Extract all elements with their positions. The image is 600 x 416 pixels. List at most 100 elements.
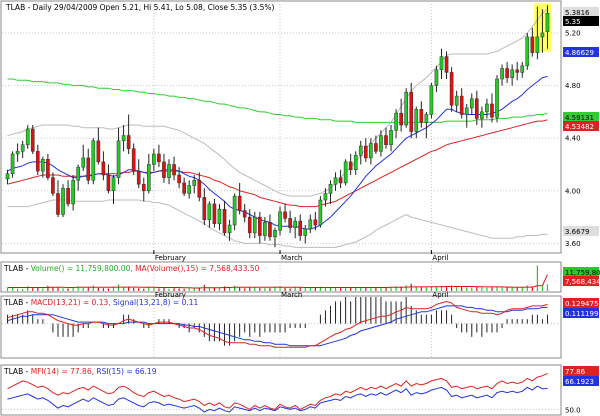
candle-body bbox=[46, 158, 50, 178]
volume-bar bbox=[107, 288, 110, 291]
volume-bar bbox=[430, 286, 433, 291]
candle-body bbox=[480, 111, 484, 119]
volume-bar bbox=[496, 286, 498, 291]
candle-body bbox=[162, 161, 166, 178]
candles bbox=[5, 5, 550, 248]
candle-body bbox=[197, 180, 202, 198]
price-value-tag-bg bbox=[563, 112, 599, 122]
candle-body bbox=[424, 114, 429, 123]
mfi-value-tag-bg bbox=[563, 366, 599, 376]
candle-body bbox=[61, 187, 65, 215]
candle-body bbox=[323, 193, 328, 201]
volume-bar bbox=[339, 288, 342, 291]
candle-body bbox=[227, 224, 232, 234]
volume-bar bbox=[228, 287, 231, 291]
volume-bar bbox=[97, 287, 99, 291]
volume-value-tag-bg bbox=[563, 267, 599, 277]
candle-body bbox=[333, 177, 338, 185]
volume-bar bbox=[405, 285, 407, 291]
candle-body bbox=[464, 107, 469, 115]
volume-legend-ma: MA(Volume(),15) = 7,568,433.50 bbox=[135, 264, 260, 273]
volume-bar bbox=[501, 287, 503, 291]
price-value-tag: 4.53482 bbox=[565, 123, 594, 131]
candle-body bbox=[273, 230, 277, 238]
candle-body bbox=[399, 112, 403, 126]
candle-body bbox=[515, 69, 520, 73]
candle-body bbox=[177, 174, 181, 184]
candle-body bbox=[101, 161, 106, 176]
candle-body bbox=[293, 220, 297, 228]
volume-bar bbox=[506, 287, 508, 291]
candle-body bbox=[147, 164, 151, 192]
candle-body bbox=[343, 161, 348, 184]
candle-body bbox=[353, 155, 358, 171]
signal-value-tag: 0.111199 bbox=[565, 310, 598, 318]
price-value-tag: 4.59131 bbox=[565, 114, 594, 122]
volume-bar bbox=[128, 286, 130, 291]
volume-legend: TLAB - Volume() = 11,759,800.00, MA(Volu… bbox=[3, 264, 260, 273]
candle-body bbox=[76, 166, 80, 181]
candle-body bbox=[510, 69, 514, 78]
candle-body bbox=[535, 36, 540, 53]
rsi-line bbox=[7, 385, 548, 413]
volume-bar bbox=[168, 288, 170, 291]
candle-body bbox=[490, 103, 494, 118]
volume-bar bbox=[57, 287, 59, 291]
candle-body bbox=[459, 95, 464, 115]
volume-bar bbox=[319, 286, 321, 291]
candle-body bbox=[217, 208, 222, 224]
volume-bar bbox=[511, 287, 513, 291]
candle-body bbox=[232, 195, 237, 226]
candle-body bbox=[419, 108, 424, 123]
rsi-value-tag: 66.1923 bbox=[565, 378, 594, 386]
volume-bar bbox=[435, 286, 438, 291]
axis-labels: 3.60 4.00 4.40 4.80 5.20 February February Marc… bbox=[153, 29, 581, 414]
volume-bar bbox=[345, 286, 347, 291]
rsi-value-tag-bg bbox=[563, 376, 599, 386]
candle-body bbox=[318, 199, 323, 226]
volume-bar bbox=[395, 286, 397, 291]
volume-bar bbox=[72, 287, 74, 291]
volume-bar bbox=[67, 288, 69, 291]
volume-bar bbox=[299, 287, 301, 291]
candle-body bbox=[485, 103, 489, 113]
price-tick-label: 5.20 bbox=[565, 29, 581, 37]
macd-legend-macd: MACD(13,21) = 0.13, bbox=[31, 298, 113, 307]
month-label: April bbox=[432, 254, 448, 262]
moving-averages bbox=[7, 75, 548, 230]
volume-bar bbox=[158, 288, 160, 291]
candle-body bbox=[121, 135, 126, 142]
candle-body bbox=[389, 130, 393, 146]
volume-ma-tag-bg bbox=[563, 276, 599, 286]
candle-body bbox=[242, 210, 247, 218]
volume-bar bbox=[259, 287, 261, 291]
candle-body bbox=[439, 56, 444, 71]
volume-bar bbox=[47, 285, 49, 291]
volume-bar bbox=[531, 286, 533, 291]
volume-bar bbox=[133, 287, 135, 291]
volume-bar bbox=[329, 287, 332, 291]
candle-body bbox=[51, 177, 55, 194]
volume-bar bbox=[77, 286, 79, 291]
volume-bar bbox=[62, 288, 64, 291]
candle-body bbox=[379, 135, 383, 152]
candle-body bbox=[500, 68, 504, 80]
candle-body bbox=[141, 183, 146, 192]
volume-bar bbox=[153, 287, 155, 291]
volume-bar bbox=[289, 288, 291, 291]
candle-body bbox=[126, 135, 131, 149]
volume-bar bbox=[521, 287, 523, 291]
candle-body bbox=[136, 170, 141, 185]
candle-body bbox=[313, 219, 318, 226]
candle-body bbox=[172, 164, 176, 176]
candle-body bbox=[409, 91, 414, 132]
candle-body bbox=[384, 135, 388, 146]
candle-body bbox=[278, 211, 282, 231]
candle-body bbox=[96, 140, 101, 163]
candle-body bbox=[30, 128, 35, 152]
mfi-value-tag: 77.86 bbox=[565, 368, 586, 376]
candle-body bbox=[222, 208, 227, 234]
price-value-tag: 5.3816 bbox=[565, 9, 590, 17]
candle-body bbox=[182, 182, 186, 194]
